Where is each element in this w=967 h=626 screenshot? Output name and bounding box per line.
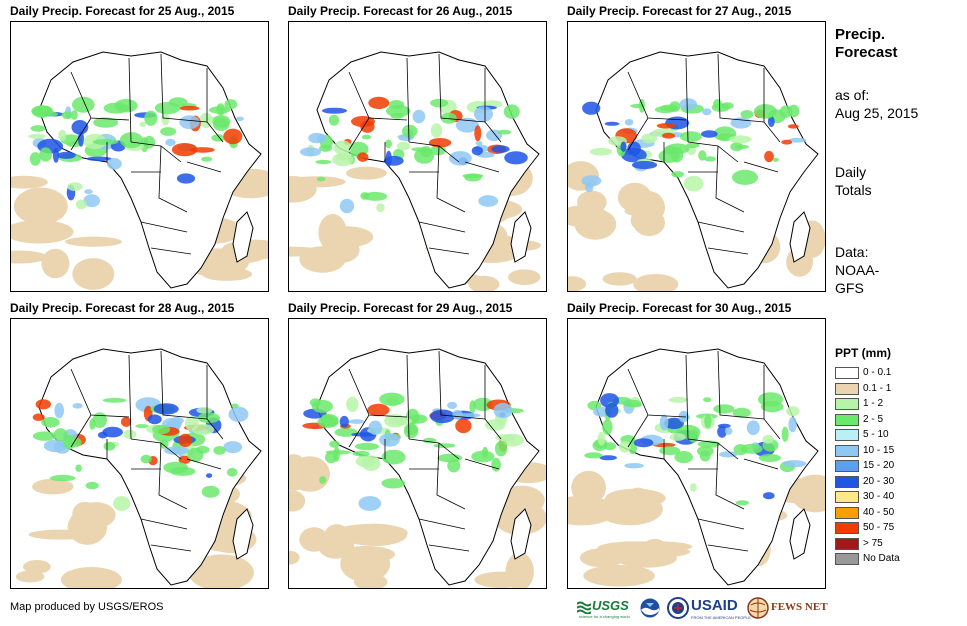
map-canvas: [11, 51, 268, 290]
map-canvas: [289, 348, 546, 588]
panel-title: Daily Precip. Forecast for 27 Aug., 2015: [567, 4, 792, 18]
data-source-line2: GFS: [835, 280, 864, 296]
legend-label: > 75: [863, 537, 883, 549]
legend-item: 50 - 75: [835, 521, 955, 535]
daily-totals-line2: Totals: [835, 182, 872, 198]
forecast-panel-aug30: Daily Precip. Forecast for 30 Aug., 2015: [567, 300, 826, 589]
usgs-tagline: science for a changing world: [579, 614, 630, 619]
fewsnet-wordmark: FEWS NET: [771, 601, 828, 613]
legend-swatch: [835, 506, 859, 519]
legend-label: 2 - 5: [863, 413, 884, 425]
legend-item: 1 - 2: [835, 397, 955, 411]
map-canvas: [568, 51, 825, 291]
usaid-seal-icon: [667, 597, 689, 619]
precip-map-aug26[interactable]: [288, 21, 547, 292]
legend-label: 0.1 - 1: [863, 382, 892, 394]
panel-title: Daily Precip. Forecast for 28 Aug., 2015: [10, 301, 235, 315]
legend-label: No Data: [863, 553, 900, 564]
legend-swatch: [835, 491, 859, 503]
legend-swatch: [835, 398, 859, 410]
precip-map-aug25[interactable]: [10, 21, 269, 292]
legend-swatch: [835, 522, 859, 534]
precip-map-aug28[interactable]: [10, 318, 269, 589]
legend-item: 2 - 5: [835, 413, 955, 427]
usgs-logo: USGS science for a changing world: [577, 596, 633, 622]
legend-label: 1 - 2: [863, 398, 884, 409]
map-credit: Map produced by USGS/EROS: [10, 601, 164, 613]
legend-item: 0.1 - 1: [835, 382, 955, 396]
map-canvas: [568, 348, 825, 587]
legend-swatch: [835, 537, 859, 550]
panel-title: Daily Precip. Forecast for 26 Aug., 2015: [288, 4, 513, 18]
usgs-wave-icon: [577, 601, 591, 614]
legend-label: 0 - 0.1: [863, 367, 892, 378]
legend-swatch: [835, 413, 859, 426]
usgs-wordmark: USGS: [592, 598, 629, 613]
sidebar-title-line1: Precip.: [835, 26, 886, 43]
legend-swatch: [835, 460, 859, 472]
legend-label: 40 - 50: [863, 506, 895, 518]
legend-label: 15 - 20: [863, 460, 895, 471]
legend-label: 10 - 15: [863, 444, 895, 456]
legend-item: 0 - 0.1: [835, 366, 955, 380]
forecast-panel-aug25: Daily Precip. Forecast for 25 Aug., 2015: [10, 3, 269, 292]
sidebar-title-line2: Forecast: [835, 44, 898, 61]
legend-swatch: [835, 444, 859, 457]
legend-swatch: [835, 429, 859, 441]
legend-item: 40 - 50: [835, 506, 955, 520]
noaa-logo: [639, 596, 663, 622]
forecast-panel-aug29: Daily Precip. Forecast for 29 Aug., 2015: [288, 300, 547, 589]
forecast-panel-aug26: Daily Precip. Forecast for 26 Aug., 2015: [288, 3, 547, 292]
panel-title: Daily Precip. Forecast for 25 Aug., 2015: [10, 4, 235, 18]
panel-title: Daily Precip. Forecast for 29 Aug., 2015: [288, 301, 513, 315]
fewsnet-logo: FEWS NET: [747, 596, 828, 622]
as-of-block: as of: Aug 25, 2015: [835, 86, 918, 122]
data-label: Data:: [835, 244, 869, 260]
legend-label: 20 - 30: [863, 475, 895, 487]
legend-item: 10 - 15: [835, 444, 955, 458]
legend-item: 15 - 20: [835, 459, 955, 473]
legend-item: 5 - 10: [835, 428, 955, 442]
map-canvas: [289, 51, 541, 291]
precip-map-aug30[interactable]: [567, 318, 826, 589]
panel-title: Daily Precip. Forecast for 30 Aug., 2015: [567, 301, 792, 315]
forecast-panel-aug28: Daily Precip. Forecast for 28 Aug., 2015: [10, 300, 269, 589]
sidebar-title: Precip. Forecast: [835, 26, 898, 62]
legend-label: 30 - 40: [863, 491, 895, 502]
usaid-wordmark: USAID: [691, 597, 738, 614]
map-canvas: [15, 348, 262, 588]
data-source-line1: NOAA-: [835, 262, 880, 278]
legend-swatch: [835, 367, 859, 379]
forecast-panel-aug27: Daily Precip. Forecast for 27 Aug., 2015: [567, 3, 826, 292]
legend-item: 30 - 40: [835, 490, 955, 504]
legend-swatch: [835, 553, 859, 565]
precip-map-aug29[interactable]: [288, 318, 547, 589]
daily-totals-line1: Daily: [835, 164, 867, 180]
data-source-block: Data: NOAA- GFS: [835, 243, 879, 297]
legend-title: PPT (mm): [835, 346, 892, 360]
legend-item: 20 - 30: [835, 475, 955, 489]
usaid-tagline: FROM THE AMERICAN PEOPLE: [691, 615, 751, 620]
legend-label: 50 - 75: [863, 522, 895, 533]
as-of-label: as of:: [835, 87, 870, 103]
precip-map-aug27[interactable]: [567, 21, 826, 292]
legend-label: 5 - 10: [863, 429, 889, 440]
legend-swatch: [835, 382, 859, 395]
daily-totals-block: Daily Totals: [835, 163, 872, 199]
fewsnet-globe-icon: [747, 597, 769, 619]
usaid-logo: USAID FROM THE AMERICAN PEOPLE: [667, 596, 751, 622]
as-of-date: Aug 25, 2015: [835, 105, 919, 121]
legend-item: > 75: [835, 537, 955, 551]
legend-swatch: [835, 475, 859, 488]
legend-item: No Data: [835, 552, 955, 566]
